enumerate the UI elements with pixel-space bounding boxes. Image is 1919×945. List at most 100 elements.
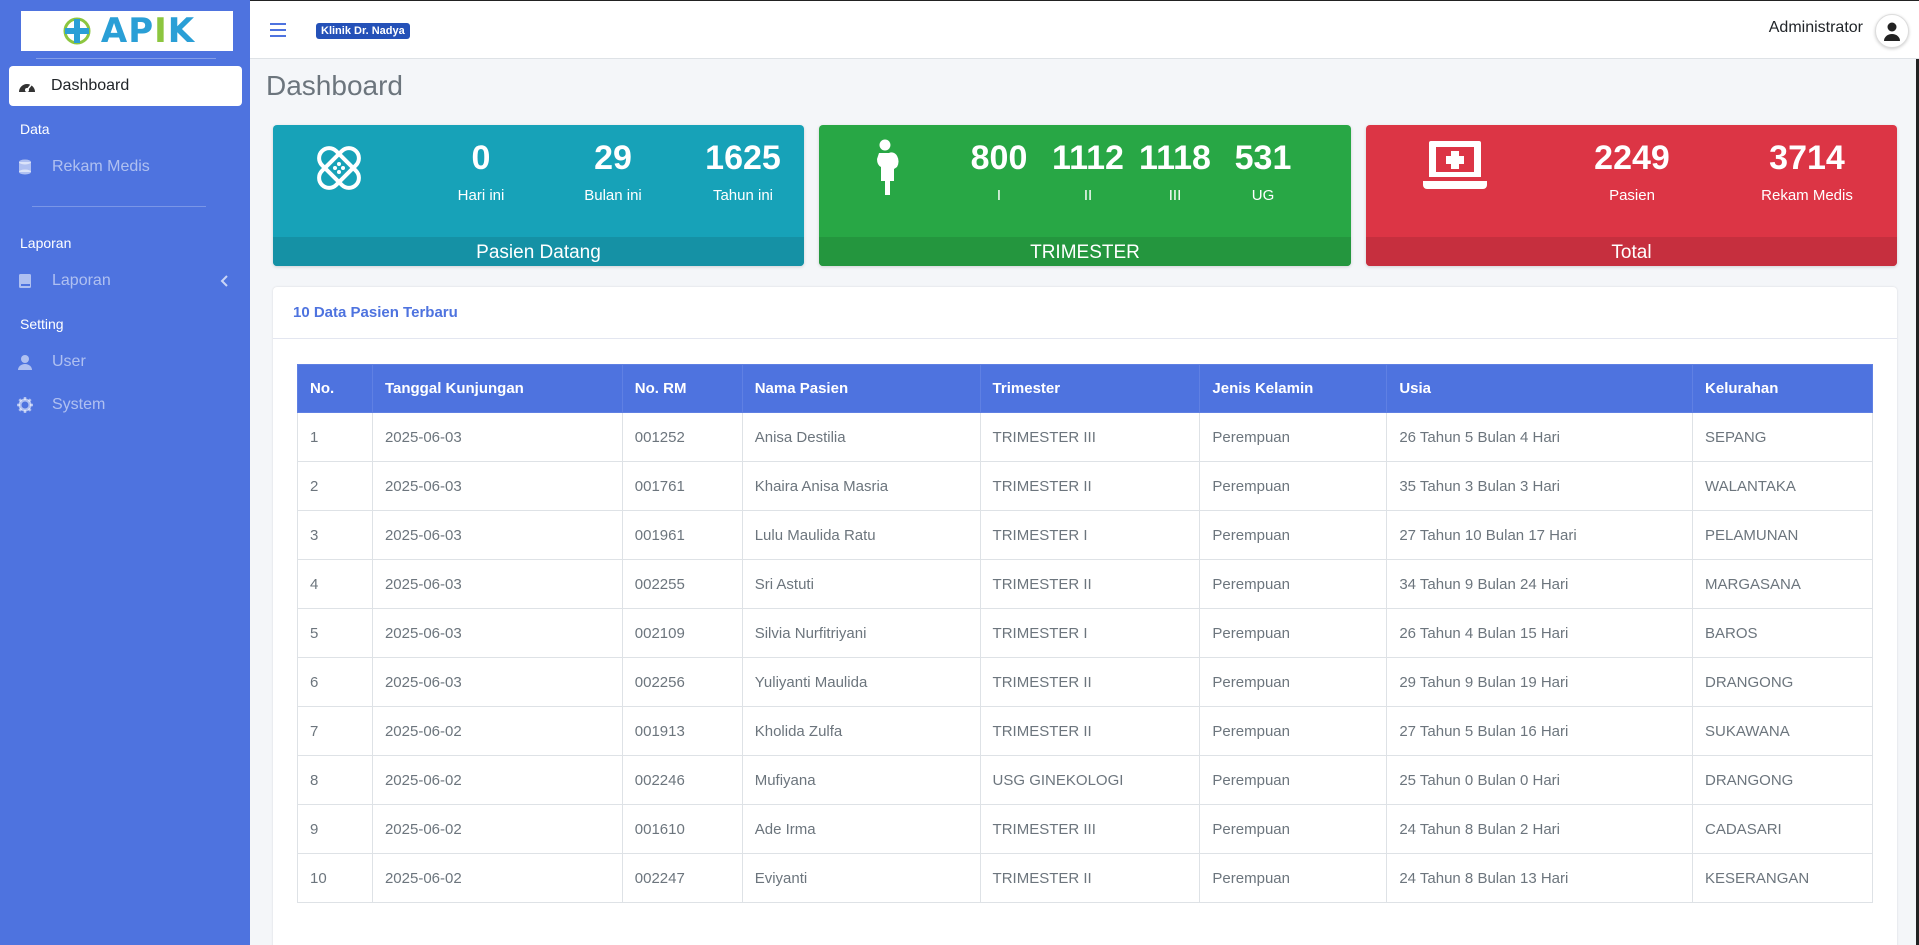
stat-label: Rekam Medis <box>1761 187 1853 204</box>
table-cell: WALANTAKA <box>1692 461 1873 511</box>
info-box-footer: Pasien Datang <box>273 237 804 266</box>
table-cell: TRIMESTER II <box>979 559 1201 609</box>
info-box-trimester: 800 I 1112 II 1118 III 531 UG TRIMESTER <box>819 125 1351 266</box>
table-cell: Sri Astuti <box>741 559 981 609</box>
table-cell: 2025-06-02 <box>371 853 623 903</box>
table-cell: 34 Tahun 9 Bulan 24 Hari <box>1386 559 1694 609</box>
column-header: Kelurahan <box>1692 364 1873 413</box>
column-header: Nama Pasien <box>741 364 981 413</box>
card-title: 10 Data Pasien Terbaru <box>293 304 458 321</box>
table-cell: 7 <box>297 706 373 756</box>
table-cell: Perempuan <box>1199 412 1388 462</box>
stat-label: UG <box>1251 187 1275 204</box>
table-cell: Perempuan <box>1199 804 1388 854</box>
avatar[interactable] <box>1875 14 1909 48</box>
table-cell: DRANGONG <box>1692 755 1873 805</box>
stat-value: 0 <box>471 139 491 177</box>
table-cell: Perempuan <box>1199 608 1388 658</box>
table-cell: 001913 <box>621 706 743 756</box>
info-box-footer: TRIMESTER <box>819 237 1351 266</box>
table-row[interactable]: 8 2025-06-02 002246 Mufiyana USG GINEKOLOGI P… <box>297 755 1873 805</box>
info-box-footer: Total <box>1366 237 1897 266</box>
info-box-pasien-datang: 0 Hari ini 29 Bulan ini 1625 Tahun ini P… <box>273 125 804 266</box>
table-cell: 10 <box>297 853 373 903</box>
table-cell: 002247 <box>621 853 743 903</box>
table-row[interactable]: 4 2025-06-03 002255 Sri Astuti TRIMESTER II P… <box>297 559 1873 609</box>
table-row[interactable]: 3 2025-06-03 001961 Lulu Maulida Ratu TRIMES… <box>297 510 1873 560</box>
table-cell: 2025-06-02 <box>371 804 623 854</box>
stat-label: I <box>996 187 1002 204</box>
table-cell: Ade Irma <box>741 804 981 854</box>
sidebar-item-rekam-medis[interactable]: Rekam Medis <box>13 150 238 184</box>
sidebar-item-label: Rekam Medis <box>52 158 150 175</box>
latest-patients-table: No. Tanggal Kunjungan No. RM Nama Pasien Tri… <box>297 364 1873 903</box>
column-header: No. RM <box>621 364 743 413</box>
table-cell: 002109 <box>621 608 743 658</box>
table-cell: SUKAWANA <box>1692 706 1873 756</box>
table-cell: TRIMESTER II <box>979 461 1201 511</box>
table-cell: TRIMESTER II <box>979 657 1201 707</box>
column-header: No. <box>297 364 373 413</box>
table-cell: BAROS <box>1692 608 1873 658</box>
table-cell: TRIMESTER I <box>979 608 1201 658</box>
scrollbar[interactable] <box>1916 59 1919 945</box>
table-cell: 001961 <box>621 510 743 560</box>
book-icon <box>13 273 37 289</box>
table-cell: MARGASANA <box>1692 559 1873 609</box>
sidebar-item-dashboard[interactable]: Dashboard <box>9 66 242 106</box>
app-logo[interactable]: APIK <box>21 11 233 51</box>
table-cell: Perempuan <box>1199 559 1388 609</box>
table-cell: 26 Tahun 5 Bulan 4 Hari <box>1386 412 1694 462</box>
table-row[interactable]: 5 2025-06-03 002109 Silvia Nurfitriyani TRIM… <box>297 608 1873 658</box>
table-cell: 2025-06-03 <box>371 412 623 462</box>
table-cell: Perempuan <box>1199 510 1388 560</box>
table-cell: TRIMESTER III <box>979 804 1201 854</box>
stat-label: Pasien <box>1609 187 1655 204</box>
table-cell: PELAMUNAN <box>1692 510 1873 560</box>
sidebar-section-laporan: Laporan <box>20 235 72 251</box>
stat-value: 1112 <box>1052 139 1124 177</box>
table-cell: 25 Tahun 0 Bulan 0 Hari <box>1386 755 1694 805</box>
table-cell: Perempuan <box>1199 706 1388 756</box>
stat-value: 3714 <box>1769 139 1845 177</box>
user-avatar-icon <box>1884 22 1900 41</box>
sidebar-item-laporan[interactable]: Laporan <box>13 264 238 298</box>
sidebar: APIK Dashboard Data Rekam Medis Laporan … <box>0 0 250 945</box>
sidebar-item-user[interactable]: User <box>13 345 238 379</box>
sidebar-item-label: Dashboard <box>51 77 130 94</box>
stat-hari-ini: 0 Hari ini <box>441 137 521 204</box>
table-cell: 002255 <box>621 559 743 609</box>
stat-tahun-ini: 1625 Tahun ini <box>693 137 793 204</box>
table-cell: 29 Tahun 9 Bulan 19 Hari <box>1386 657 1694 707</box>
stat-value: 800 <box>970 139 1028 177</box>
table-row[interactable]: 2 2025-06-03 001761 Khaira Anisa Masria TRIM… <box>297 461 1873 511</box>
table-cell: TRIMESTER I <box>979 510 1201 560</box>
table-cell: 2025-06-03 <box>371 559 623 609</box>
table-row[interactable]: 10 2025-06-02 002247 Eviyanti TRIMESTER II Pe… <box>297 853 1873 903</box>
stat-trimester-ug: 531 UG <box>1223 137 1303 204</box>
table-cell: Silvia Nurfitriyani <box>741 608 981 658</box>
stat-value: 1625 <box>705 139 781 177</box>
table-row[interactable]: 7 2025-06-02 001913 Kholida Zulfa TRIMESTER … <box>297 706 1873 756</box>
table-row[interactable]: 9 2025-06-02 001610 Ade Irma TRIMESTER III Pe… <box>297 804 1873 854</box>
table-cell: DRANGONG <box>1692 657 1873 707</box>
table-cell: 2025-06-03 <box>371 461 623 511</box>
table-cell: 1 <box>297 412 373 462</box>
dashboard-gauge-icon <box>13 78 41 94</box>
stat-label: Bulan ini <box>584 187 642 204</box>
stat-label: Tahun ini <box>712 187 774 204</box>
page-title: Dashboard <box>266 70 403 101</box>
sidebar-divider <box>32 206 206 207</box>
table-cell: 2025-06-03 <box>371 657 623 707</box>
table-cell: 2025-06-03 <box>371 510 623 560</box>
table-cell: 6 <box>297 657 373 707</box>
table-cell: TRIMESTER II <box>979 853 1201 903</box>
table-row[interactable]: 1 2025-06-03 001252 Anisa Destilia TRIMESTER… <box>297 412 1873 462</box>
sidebar-item-system[interactable]: System <box>13 388 238 422</box>
table-cell: 27 Tahun 10 Bulan 17 Hari <box>1386 510 1694 560</box>
table-body: 1 2025-06-03 001252 Anisa Destilia TRIMESTER… <box>297 412 1873 903</box>
table-cell: Kholida Zulfa <box>741 706 981 756</box>
table-row[interactable]: 6 2025-06-03 002256 Yuliyanti Maulida TRIMES… <box>297 657 1873 707</box>
user-name[interactable]: Administrator <box>1768 19 1863 36</box>
menu-toggle-icon[interactable] <box>270 23 286 37</box>
